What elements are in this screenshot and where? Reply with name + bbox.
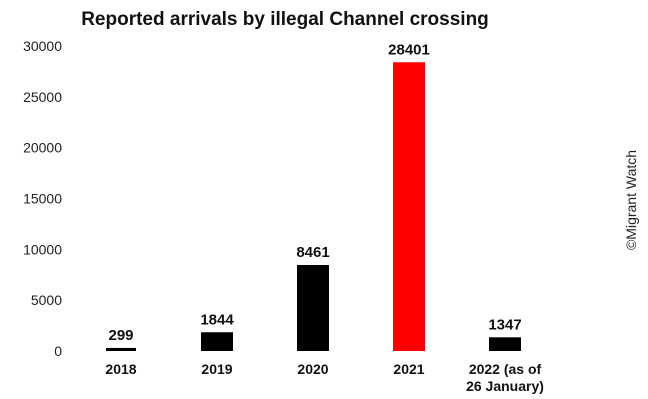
x-tick-label: 2020 [297, 361, 328, 377]
bar-2021 [393, 62, 425, 351]
y-tick-label: 5000 [31, 292, 62, 308]
y-tick-label: 10000 [23, 241, 62, 257]
y-axis: 0 5000 10000 15000 20000 25000 30000 [23, 38, 62, 359]
data-labels: 299 1844 8461 28401 1347 [108, 41, 521, 344]
credit-watermark: ©Migrant Watch [623, 150, 639, 250]
x-tick-label: 2022 (as of 26 January) [466, 361, 544, 394]
bars [106, 62, 521, 351]
bar-2022 [489, 337, 521, 351]
chart-title: Reported arrivals by illegal Channel cro… [81, 9, 489, 30]
bar-2019 [201, 332, 233, 351]
data-label: 1844 [200, 311, 234, 328]
y-tick-label: 30000 [23, 38, 62, 54]
y-tick-label: 15000 [23, 191, 62, 207]
data-label: 28401 [388, 41, 430, 58]
y-tick-label: 0 [54, 343, 62, 359]
x-axis: 2018 2019 2020 2021 2022 (as of 26 January) [105, 361, 543, 394]
data-label: 299 [108, 327, 133, 344]
bar-2018 [106, 347, 136, 351]
x-tick-label: 2019 [201, 361, 232, 377]
x-tick-label: 2021 [393, 361, 424, 377]
y-tick-label: 20000 [23, 140, 62, 156]
data-label: 8461 [296, 244, 329, 261]
bar-2020 [297, 264, 329, 351]
x-tick-label: 2018 [105, 361, 136, 377]
data-label: 1347 [488, 316, 521, 333]
y-tick-label: 25000 [23, 89, 62, 105]
